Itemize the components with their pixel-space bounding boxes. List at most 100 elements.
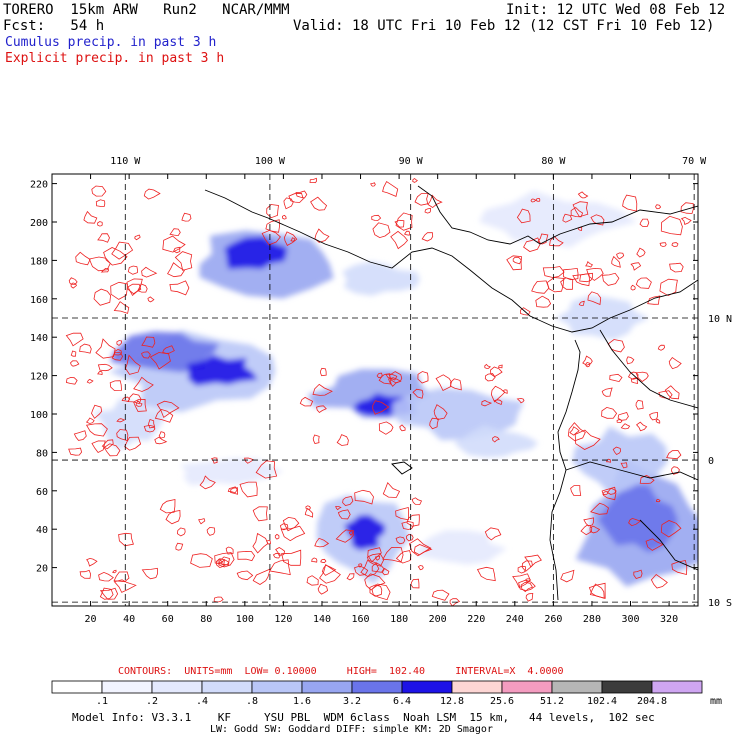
axis-ticks: 20 40 60 80 100 120 140 160 180 200 220 240 260 280 30… (30, 156, 732, 625)
valid-time: Valid: 18 UTC Fri 10 Feb 12 (12 CST Fri … (293, 18, 715, 34)
precip-contour (635, 277, 652, 289)
precip-contour (173, 246, 181, 254)
precip-contour (668, 356, 682, 370)
precip-contour (310, 196, 328, 211)
precip-contour (95, 338, 116, 359)
precip-contour (512, 256, 522, 265)
precip-contour (412, 388, 424, 399)
precip-region (416, 530, 507, 565)
precip-contour (413, 544, 433, 556)
latitude-label: 10 N (708, 314, 732, 325)
precip-contour (542, 266, 565, 278)
precip-contour (655, 204, 662, 210)
precip-contour (305, 505, 311, 510)
precip-contour (214, 552, 235, 566)
precip-contour (601, 406, 618, 419)
legend-swatch (451, 680, 503, 694)
precip-contour (417, 565, 424, 571)
precip-contour (372, 222, 391, 239)
precip-region (479, 190, 637, 248)
latitude-label: 0 (708, 456, 714, 467)
coastlines (204, 185, 698, 601)
precip-contour (199, 475, 216, 490)
precip-contour (169, 228, 181, 237)
x-tick-label: 140 (313, 614, 331, 625)
precip-contour (601, 486, 617, 501)
precip-contour (175, 542, 184, 551)
precip-contour (506, 255, 522, 271)
y-tick-label: 60 (36, 487, 48, 498)
precip-contour (99, 587, 119, 600)
precip-contour (252, 532, 269, 554)
precip-contour (265, 219, 280, 233)
precip-contour (406, 514, 420, 527)
precip-contour (95, 199, 106, 207)
precip-contour (371, 562, 385, 573)
precip-contour (612, 446, 622, 456)
contour-high-label: HIGH= 102.40 (346, 666, 426, 677)
legend-label: 3.2 (343, 696, 361, 707)
precip-contour (671, 560, 688, 576)
precip-contour (382, 181, 399, 197)
precip-region (342, 261, 421, 296)
precip-contour (143, 424, 156, 433)
precip-contour (630, 262, 642, 271)
precip-contour (378, 421, 394, 435)
precip-contour (657, 344, 666, 351)
precip-contour (602, 272, 620, 286)
precip-contour (73, 430, 87, 441)
precip-contour (101, 439, 114, 450)
precip-contour (660, 520, 682, 538)
precip-contour (283, 197, 294, 210)
precip-contour (116, 340, 123, 346)
precip-contour (582, 355, 593, 366)
precip-contour (567, 422, 586, 442)
precip-contour (68, 447, 83, 456)
precip-contour (579, 272, 593, 283)
legend-label: .8 (246, 696, 258, 707)
lat-lon-gridlines (52, 174, 698, 606)
precip-contour (190, 553, 213, 568)
y-tick-label: 220 (30, 180, 48, 191)
precip-contour (113, 579, 137, 593)
precip-contour (376, 372, 383, 379)
precip-contour (655, 418, 661, 424)
precip-contour (588, 582, 606, 599)
precip-contour (523, 237, 541, 252)
precip-contour (281, 214, 287, 220)
precip-contour (255, 460, 278, 479)
precip-contour (569, 426, 580, 436)
precip-contour (531, 280, 550, 294)
y-tick-label: 40 (36, 525, 48, 536)
precip-contour (406, 533, 414, 542)
galapagos-islands (391, 461, 413, 475)
precip-contour (283, 231, 298, 246)
precip-contour (516, 208, 531, 224)
precip-contour (306, 575, 319, 586)
precip-contour (97, 221, 103, 227)
precip-contour (518, 579, 536, 592)
precip-contour (431, 589, 450, 601)
legend-swatch (151, 680, 203, 694)
precip-contour (100, 267, 109, 273)
precip-contour (366, 553, 385, 567)
precip-contour (394, 219, 405, 228)
precip-contour (537, 233, 549, 245)
precip-contour (141, 336, 156, 348)
precip-contour (659, 278, 678, 297)
precip-contour (86, 557, 98, 567)
legend-swatch (251, 680, 303, 694)
precip-contour (481, 400, 493, 407)
precip-contour (124, 436, 142, 451)
precip-region (454, 425, 539, 458)
forecast-hour: Fcst: 54 h (3, 18, 105, 34)
legend-swatch (301, 680, 353, 694)
precip-contour (585, 261, 594, 268)
precip-contour (364, 573, 386, 591)
model-info-physics: LW: Godd SW: Goddard DIFF: simple KM: 2D… (210, 724, 493, 735)
precip-contour (141, 567, 159, 580)
precip-contour (590, 214, 605, 226)
precip-contour (141, 266, 158, 278)
x-tick-label: 300 (621, 614, 639, 625)
precip-contour (133, 398, 147, 412)
